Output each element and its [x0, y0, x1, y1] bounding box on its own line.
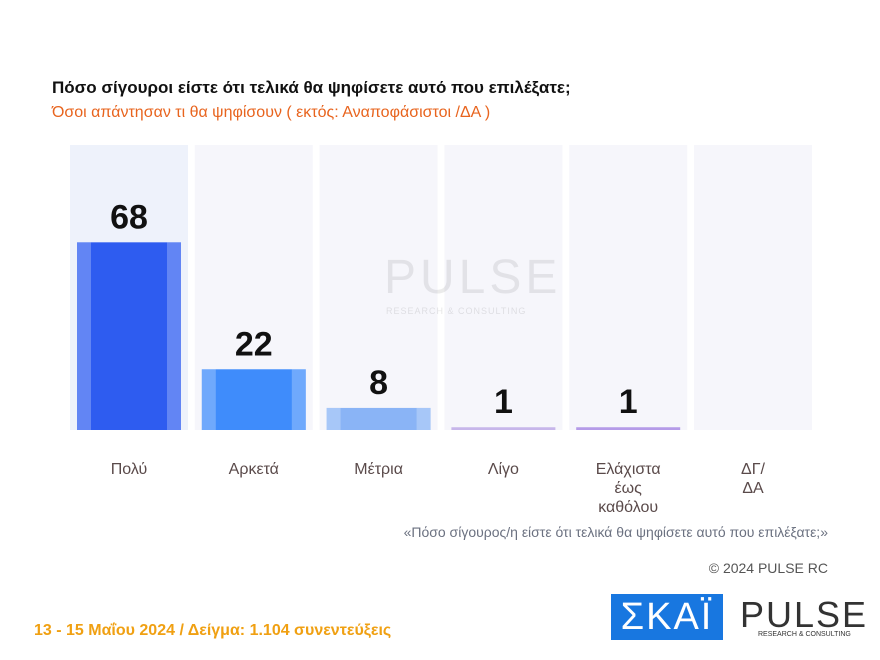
bar-side: [201, 369, 216, 430]
column-background: [694, 145, 812, 430]
watermark: PULSE: [384, 251, 562, 304]
logo-pulse: PULSE: [740, 594, 869, 635]
chart-subtitle: Όσοι απάντησαν τι θα ψηφίσουν ( εκτός: Α…: [52, 104, 491, 121]
x-tick-label: Λίγο: [487, 461, 519, 478]
column-background: [319, 145, 438, 430]
bar-side: [167, 242, 181, 430]
column-background: [569, 145, 688, 430]
value-label: 8: [369, 364, 388, 402]
value-label: 1: [494, 383, 513, 421]
x-tick-label: Πολύ: [110, 461, 148, 478]
bar: [201, 369, 306, 430]
logo-pulse-subtitle: RESEARCH & CONSULTING: [758, 631, 851, 638]
bar-side: [416, 407, 431, 430]
watermark-subtitle: RESEARCH & CONSULTING: [386, 306, 527, 316]
value-label: 68: [110, 198, 148, 236]
copyright: © 2024 PULSE RC: [708, 560, 828, 576]
bar-side: [77, 242, 91, 430]
bar: [326, 407, 431, 430]
value-label: 1: [619, 383, 638, 421]
logo-skai: ΣΚΑΪ: [611, 594, 723, 640]
x-tick-label: Αρκετά: [228, 461, 279, 478]
chart-title: Πόσο σίγουροι είστε ότι τελικά θα ψηφίσε…: [52, 78, 571, 97]
bar: [576, 427, 681, 430]
bar-side: [326, 407, 341, 430]
bar: [451, 427, 556, 430]
value-label: 22: [235, 325, 273, 363]
bar-side: [291, 369, 306, 430]
footer: 13 - 15 Μαΐου 2024 / Δείγμα: 1.104 συνεν…: [34, 622, 392, 639]
x-tick-label: Ελάχιστα έως καθόλου: [595, 461, 661, 516]
x-tick-label: ΔΓ/ ΔΑ: [741, 461, 765, 497]
column-background: [444, 145, 563, 430]
x-tick-label: Μέτρια: [354, 461, 403, 478]
note: «Πόσο σίγουρος/η είστε ότι τελικά θα ψηφ…: [403, 524, 828, 540]
bar: [77, 242, 181, 430]
